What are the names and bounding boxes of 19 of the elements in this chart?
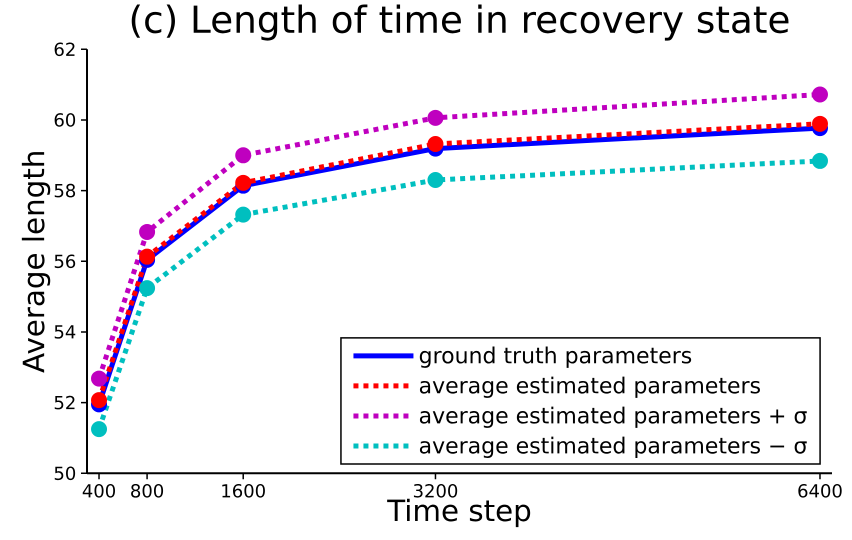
x-tick-label: 400 [82, 484, 116, 498]
x-tick-label: 1600 [222, 484, 265, 498]
y-tick-label: 62 [54, 42, 74, 56]
x-tick-label: 3200 [414, 484, 458, 498]
y-tick-label: 56 [54, 254, 76, 268]
x-axis-title: Time step [387, 498, 530, 528]
legend-label: ground truth parameters [420, 346, 692, 368]
legend-label: average estimated parameters + σ [420, 406, 807, 428]
legend-label: average estimated parameters − σ [420, 436, 807, 458]
chart-title: (c) Length of time in recovery state [132, 4, 788, 40]
x-tick-label: 6400 [798, 484, 842, 498]
y-tick-label: 50 [54, 466, 76, 480]
y-tick-label: 54 [54, 325, 76, 338]
x-tick-label: 800 [131, 484, 164, 498]
y-tick-label: 52 [54, 396, 74, 410]
y-tick-label: 60 [54, 112, 76, 127]
y-tick-label: 58 [54, 184, 76, 198]
legend-label: average estimated parameters [420, 376, 760, 398]
y-axis-title: Average length [22, 152, 50, 373]
